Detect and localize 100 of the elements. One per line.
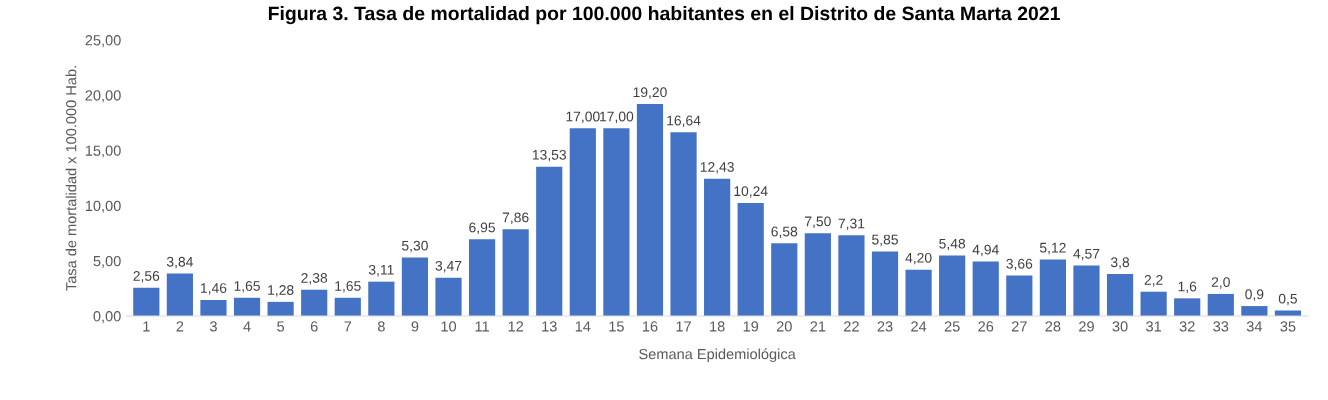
x-tick-label: 16: [642, 321, 658, 332]
data-label: 7,86: [502, 212, 529, 224]
data-label: 12,43: [700, 162, 734, 174]
x-tick-label: 10: [441, 321, 457, 332]
bar: [905, 269, 932, 316]
bar: [804, 233, 831, 316]
x-tick-label: 22: [844, 321, 859, 332]
data-label: 3,66: [1006, 258, 1033, 271]
bar: [233, 297, 261, 316]
data-label: 3,47: [435, 260, 462, 273]
x-tick-label: 11: [475, 321, 489, 332]
bar: [771, 243, 798, 316]
data-label: 0,5: [1278, 293, 1298, 306]
bar: [1006, 275, 1033, 316]
data-label: 1,65: [335, 281, 361, 293]
data-label: 1,46: [201, 283, 227, 295]
bar: [468, 239, 496, 316]
x-tick-label: 33: [1213, 321, 1229, 332]
bar: [166, 273, 193, 316]
bar: [1039, 259, 1066, 316]
data-label: 7,50: [805, 216, 831, 228]
y-tick-label: 5,00: [93, 255, 121, 268]
x-tick-label: 25: [944, 321, 960, 332]
bar: [1073, 265, 1100, 316]
data-label: 3,11: [368, 264, 394, 277]
x-axis-title: Semana Epidemiológica: [639, 348, 796, 363]
x-tick-label: 28: [1045, 321, 1061, 332]
bar: [1140, 291, 1167, 316]
data-label: 2,56: [133, 270, 160, 283]
bar: [200, 299, 227, 316]
x-tick-label: 35: [1280, 321, 1296, 332]
bar: [401, 257, 429, 316]
x-tick-label: 6: [310, 321, 318, 332]
bar: [939, 255, 966, 316]
data-label: 13,53: [532, 149, 566, 162]
data-label: 3,84: [166, 256, 193, 269]
y-axis-title: Tasa de mortalidad x 100.000 Hab.: [65, 66, 77, 291]
x-tick-label: 30: [1112, 321, 1128, 332]
data-label: 5,85: [872, 234, 898, 247]
bar: [334, 297, 361, 316]
data-label: 1,65: [234, 281, 260, 293]
data-label: 0,9: [1245, 289, 1264, 301]
bar: [502, 229, 529, 316]
x-tick-label: 4: [243, 321, 251, 332]
data-label: 5,48: [939, 238, 966, 251]
bar: [737, 202, 764, 316]
data-label: 1,28: [268, 285, 294, 297]
x-tick-label: 8: [377, 321, 385, 332]
data-label: 19,20: [633, 87, 667, 99]
x-tick-label: 1: [143, 321, 150, 332]
x-tick-label: 18: [710, 321, 725, 332]
bar: [871, 251, 899, 316]
bar: [1207, 293, 1234, 316]
x-tick-label: 23: [877, 321, 893, 332]
data-label: 4,94: [972, 244, 999, 257]
data-label: 4,20: [905, 252, 932, 265]
data-label: 1,6: [1178, 281, 1197, 294]
bar: [670, 132, 697, 316]
data-label: 6,58: [771, 226, 798, 239]
y-tick-label: 0,00: [93, 311, 121, 324]
data-label: 4,57: [1073, 248, 1100, 261]
bar: [704, 178, 731, 316]
x-tick-label: 17: [676, 321, 691, 332]
bar: [1174, 298, 1201, 316]
data-label: 5,12: [1039, 242, 1066, 255]
x-tick-label: 27: [1011, 321, 1027, 332]
x-tick-label: 14: [575, 321, 591, 332]
x-tick-label: 21: [810, 321, 826, 332]
x-tick-label: 24: [911, 321, 927, 332]
bar: [536, 166, 563, 316]
y-tick-label: 20,00: [85, 90, 121, 103]
x-tick-label: 19: [743, 321, 759, 332]
bar: [972, 261, 999, 316]
x-tick-label: 29: [1079, 321, 1094, 332]
x-tick-label: 32: [1179, 321, 1195, 332]
bar: [1241, 306, 1268, 316]
data-label: 2,2: [1144, 274, 1163, 287]
bar: [838, 235, 865, 316]
data-label: 17,00: [566, 111, 600, 124]
x-tick-label: 5: [277, 321, 285, 332]
x-tick-label: 34: [1246, 321, 1263, 332]
bar: [1274, 310, 1302, 316]
bar: [267, 301, 294, 316]
data-label: 2,38: [301, 272, 328, 285]
x-tick-label: 13: [542, 321, 557, 332]
data-label: 7,31: [838, 218, 865, 231]
x-tick-label: 2: [176, 321, 184, 332]
x-tick-label: 3: [209, 321, 217, 332]
x-tick-label: 20: [776, 321, 792, 332]
x-tick-label: 7: [344, 321, 352, 332]
x-tick-label: 15: [609, 321, 624, 332]
bar: [368, 281, 395, 316]
chart-title: Figura 3. Tasa de mortalidad por 100.000 habitantes en el Distrito de Santa Marta 2021: [268, 6, 1060, 25]
x-tick-label: 12: [508, 321, 524, 332]
x-tick-label: 31: [1146, 321, 1162, 332]
y-tick-label: 10,00: [85, 200, 121, 213]
data-label: 17,00: [600, 111, 634, 124]
data-label: 16,64: [667, 115, 701, 128]
x-tick-label: 26: [978, 321, 994, 332]
bar: [569, 128, 596, 316]
